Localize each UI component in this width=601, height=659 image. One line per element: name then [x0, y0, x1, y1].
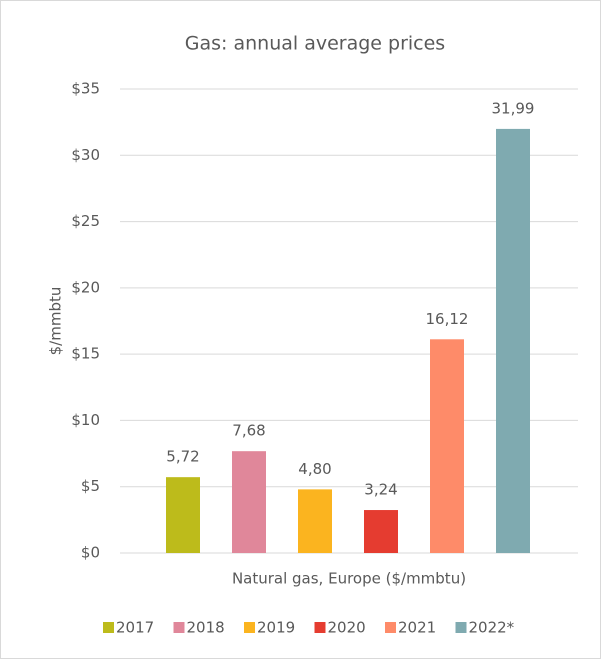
- bar: [496, 128, 530, 554]
- x-category-label: Natural gas, Europe ($/mmbtu): [232, 570, 466, 588]
- y-tick-label: $0: [81, 544, 100, 562]
- legend-label: 2021: [398, 619, 436, 637]
- y-tick-label: $10: [71, 411, 100, 429]
- bar: [430, 339, 464, 553]
- legend-label: 2018: [187, 619, 225, 637]
- y-tick-label: $20: [71, 278, 100, 296]
- y-tick-label: $15: [71, 345, 100, 363]
- y-tick-label: $35: [71, 80, 100, 98]
- data-label: 5,72: [166, 448, 199, 466]
- data-label: 7,68: [232, 422, 265, 440]
- y-tick-label: $5: [81, 477, 100, 495]
- y-axis-label: $/mmbtu: [47, 287, 65, 356]
- bar: [298, 489, 332, 553]
- legend-label: 2017: [116, 619, 154, 637]
- chart-title: Gas: annual average prices: [185, 33, 445, 55]
- y-tick-label: $25: [71, 212, 100, 230]
- y-tick-label: $30: [71, 146, 100, 164]
- legend-swatch: [385, 622, 396, 633]
- data-label: 31,99: [492, 99, 535, 117]
- bar: [166, 477, 200, 553]
- legend-swatch: [314, 622, 326, 633]
- bar: [232, 451, 266, 553]
- data-label: 3,24: [364, 481, 397, 499]
- legend-swatch: [244, 622, 255, 633]
- legend-label: 2019: [257, 619, 295, 637]
- legend-label: 2022*: [469, 619, 515, 637]
- data-label: 16,12: [426, 310, 469, 328]
- legend-swatch: [455, 622, 467, 633]
- legend-label: 2020: [328, 619, 366, 637]
- legend-swatch: [173, 622, 185, 633]
- data-label: 4,80: [298, 460, 331, 478]
- legend-swatch: [103, 622, 114, 633]
- bar: [364, 510, 398, 553]
